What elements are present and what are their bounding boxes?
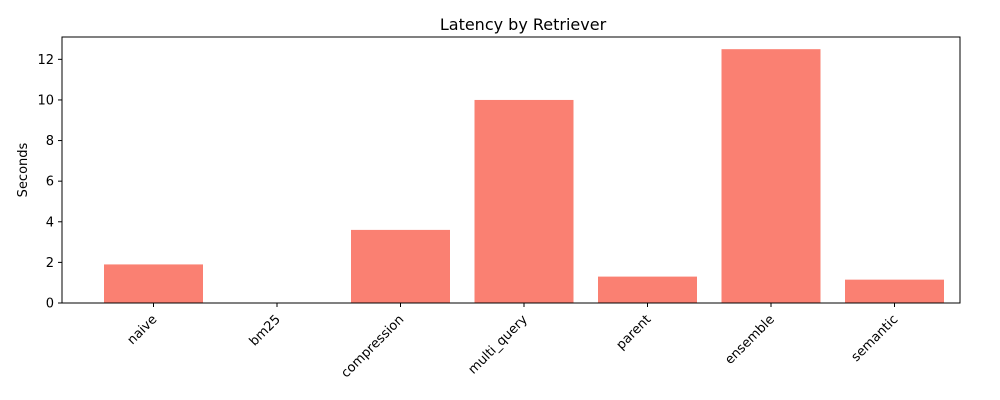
- y-tick-label: 6: [46, 175, 54, 190]
- x-tick-label: semantic: [849, 312, 902, 365]
- y-tick-label: 0: [46, 297, 54, 312]
- y-tick-label: 12: [37, 53, 54, 68]
- y-tick-label: 2: [46, 256, 54, 271]
- bar-multi_query: [474, 99, 574, 303]
- x-tick-label: parent: [614, 312, 655, 353]
- bar-ensemble: [721, 49, 821, 304]
- x-tick-label: ensemble: [722, 312, 778, 368]
- bars-layer: [104, 49, 944, 304]
- bar-naive: [104, 264, 203, 303]
- x-axis: naive bm25 compression multi_query parent ens…: [125, 303, 902, 381]
- plot-frame: [61, 36, 961, 304]
- bar-parent: [598, 276, 697, 303]
- y-tick-label: 10: [37, 93, 54, 108]
- x-tick-label: bm25: [247, 312, 284, 349]
- bar-compression: [351, 229, 450, 303]
- x-tick-label: multi_query: [466, 312, 531, 377]
- y-axis: 0 2 4 6 8 10 12: [37, 53, 62, 312]
- x-tick-label: naive: [125, 312, 161, 348]
- y-axis-label: Seconds: [16, 142, 31, 197]
- bar-semantic: [845, 279, 944, 303]
- chart-title: Latency by Retriever: [440, 15, 607, 34]
- x-tick-label: compression: [338, 312, 407, 381]
- y-tick-label: 4: [46, 215, 54, 230]
- y-tick-label: 8: [46, 134, 54, 149]
